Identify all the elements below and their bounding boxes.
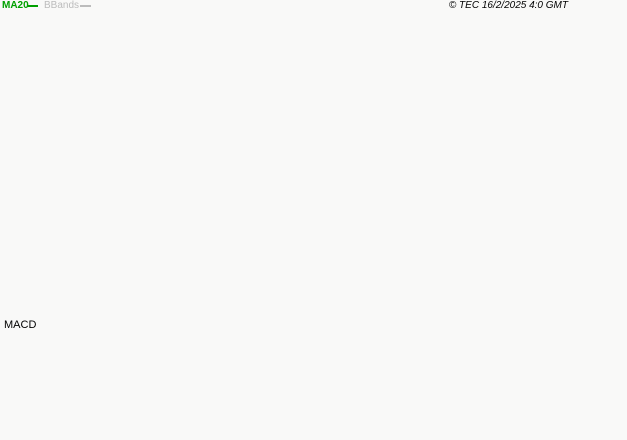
ma20-legend-swatch [27, 5, 38, 7]
bbands-legend-swatch [80, 5, 91, 7]
macd-panel-title: MACD [4, 319, 37, 331]
ma20-legend-label: MA20 [2, 0, 29, 11]
copyright-text: © TEC 16/2/2025 4:0 GMT [448, 0, 568, 11]
bbands-legend-label: BBands [44, 0, 80, 11]
